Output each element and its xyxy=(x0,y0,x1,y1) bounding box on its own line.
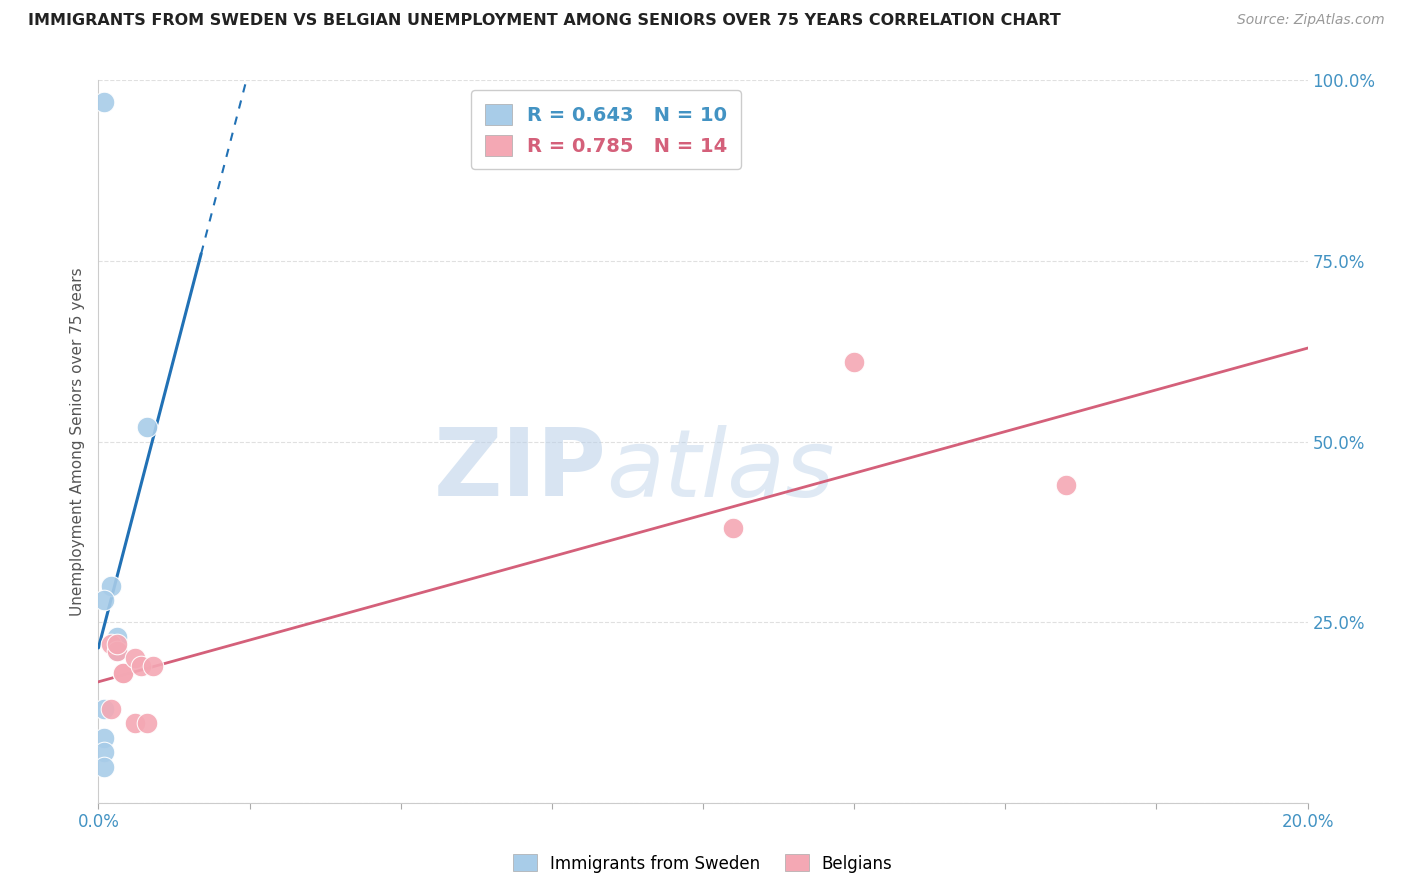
Point xyxy=(135,420,157,434)
Point xyxy=(93,745,115,759)
Point xyxy=(93,731,115,745)
Point xyxy=(142,658,165,673)
Point xyxy=(105,644,128,658)
Point xyxy=(111,665,134,680)
Point xyxy=(844,355,866,369)
Text: ZIP: ZIP xyxy=(433,425,606,516)
Point xyxy=(93,702,115,716)
Point xyxy=(1054,478,1077,492)
Point xyxy=(124,651,146,665)
Point xyxy=(100,637,122,651)
Point xyxy=(111,665,134,680)
Legend: R = 0.643   N = 10, R = 0.785   N = 14: R = 0.643 N = 10, R = 0.785 N = 14 xyxy=(471,90,741,169)
Point xyxy=(723,521,745,535)
Point xyxy=(100,702,122,716)
Text: Source: ZipAtlas.com: Source: ZipAtlas.com xyxy=(1237,13,1385,28)
Point xyxy=(93,593,115,607)
Point xyxy=(124,716,146,731)
Point xyxy=(100,579,122,593)
Point xyxy=(135,716,157,731)
Text: atlas: atlas xyxy=(606,425,835,516)
Point xyxy=(93,95,115,109)
Point xyxy=(105,630,128,644)
Point xyxy=(105,637,128,651)
Point xyxy=(105,644,128,658)
Y-axis label: Unemployment Among Seniors over 75 years: Unemployment Among Seniors over 75 years xyxy=(70,268,86,615)
Point xyxy=(93,760,115,774)
Legend: Immigrants from Sweden, Belgians: Immigrants from Sweden, Belgians xyxy=(506,847,900,880)
Text: IMMIGRANTS FROM SWEDEN VS BELGIAN UNEMPLOYMENT AMONG SENIORS OVER 75 YEARS CORRE: IMMIGRANTS FROM SWEDEN VS BELGIAN UNEMPL… xyxy=(28,13,1062,29)
Point xyxy=(129,658,152,673)
